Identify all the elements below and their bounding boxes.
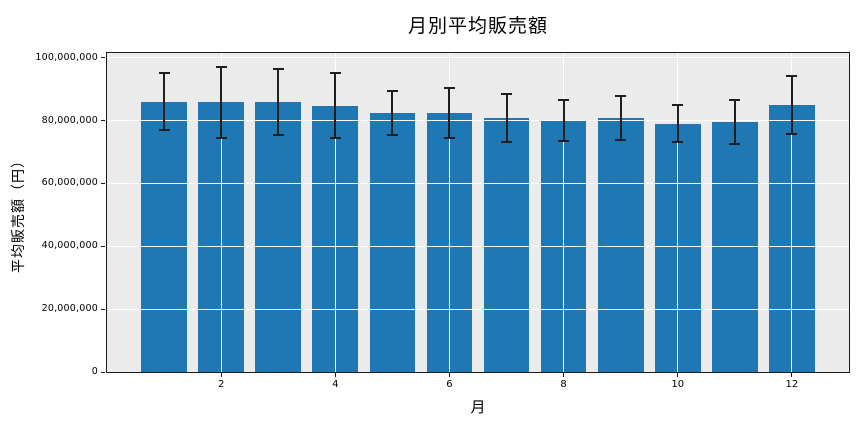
x-tick-12 [791, 373, 793, 377]
error-cap-top-month-12 [786, 74, 798, 77]
chart-title: 月別平均販売額 [407, 15, 548, 37]
gridline-x-10 [677, 53, 679, 372]
x-tick-label-4: 4 [332, 379, 339, 390]
bar-month-5 [369, 113, 416, 372]
bar-month-9 [597, 117, 644, 372]
error-cap-top-month-11 [729, 99, 741, 102]
error-bar-month-5 [391, 91, 394, 136]
gridline-y-60000000 [107, 182, 849, 184]
error-bar-month-6 [448, 87, 451, 139]
error-bar-month-3 [277, 69, 280, 135]
error-cap-top-month-1 [158, 72, 170, 75]
gridline-y-80000000 [107, 120, 849, 122]
error-bar-month-12 [790, 75, 793, 135]
gridline-x-8 [563, 53, 565, 372]
bar-month-7 [483, 118, 530, 372]
y-tick-60000000 [101, 182, 105, 184]
error-cap-top-month-4 [329, 72, 341, 75]
error-cap-bottom-month-12 [786, 133, 798, 136]
error-cap-top-month-8 [558, 98, 570, 101]
error-cap-top-month-3 [272, 68, 284, 71]
error-cap-bottom-month-4 [329, 137, 341, 140]
y-tick-label-0: 0 [91, 366, 98, 377]
error-cap-bottom-month-3 [272, 133, 284, 136]
error-bar-month-2 [220, 66, 223, 138]
bar-month-3 [255, 102, 302, 372]
error-cap-top-month-2 [215, 65, 227, 68]
x-tick-2 [220, 373, 222, 377]
bar-month-11 [712, 122, 758, 372]
error-cap-bottom-month-5 [386, 134, 398, 137]
error-cap-top-month-9 [615, 94, 627, 97]
gridline-x-2 [220, 53, 222, 372]
x-tick-label-8: 8 [560, 379, 567, 390]
x-tick-10 [677, 373, 679, 377]
error-cap-bottom-month-2 [215, 136, 227, 139]
y-tick-label-20000000: 20,000,000 [41, 303, 98, 315]
x-tick-4 [334, 373, 336, 377]
x-tick-label-2: 2 [217, 379, 225, 390]
gridline-x-12 [791, 53, 793, 372]
error-bar-month-1 [163, 73, 166, 130]
x-axis-label: 月 [470, 398, 486, 416]
y-tick-label-40000000: 40,000,000 [41, 240, 98, 252]
x-tick-label-12: 12 [785, 379, 799, 390]
error-bar-month-9 [619, 95, 622, 140]
x-tick-8 [563, 373, 565, 377]
y-tick-80000000 [101, 120, 105, 122]
gridline-x-4 [334, 53, 336, 372]
x-tick-label-10: 10 [671, 379, 685, 390]
y-tick-100000000 [101, 57, 105, 59]
gridline-x-6 [448, 53, 450, 372]
error-cap-bottom-month-10 [672, 141, 684, 144]
y-axis-label: 平均販売額（円） [11, 153, 27, 273]
error-cap-bottom-month-6 [443, 137, 455, 140]
plot-area [106, 52, 850, 373]
error-cap-top-month-7 [501, 93, 513, 96]
error-cap-bottom-month-9 [615, 138, 627, 141]
error-cap-top-month-10 [672, 104, 684, 107]
error-bar-month-4 [334, 73, 337, 139]
y-tick-20000000 [101, 308, 105, 310]
error-bar-month-7 [505, 94, 508, 143]
gridline-y-20000000 [107, 308, 849, 310]
error-bar-month-10 [676, 105, 679, 143]
error-bar-month-11 [733, 100, 736, 145]
error-bar-month-8 [562, 99, 565, 141]
y-tick-label-100000000: 100,000,000 [35, 51, 98, 63]
error-cap-top-month-6 [443, 86, 455, 89]
x-tick-label-6: 6 [446, 379, 453, 390]
gridline-y-100000000 [107, 57, 849, 59]
gridline-y-40000000 [107, 245, 849, 247]
y-tick-label-80000000: 80,000,000 [41, 114, 98, 126]
y-tick-label-60000000: 60,000,000 [41, 177, 98, 189]
error-cap-top-month-5 [386, 90, 398, 93]
error-cap-bottom-month-8 [558, 140, 570, 142]
error-cap-bottom-month-11 [729, 143, 741, 146]
y-tick-0 [101, 371, 105, 373]
x-tick-6 [448, 373, 450, 377]
y-tick-40000000 [101, 245, 105, 247]
error-cap-bottom-month-1 [158, 129, 170, 131]
bar-month-1 [141, 101, 187, 372]
error-cap-bottom-month-7 [501, 141, 513, 144]
